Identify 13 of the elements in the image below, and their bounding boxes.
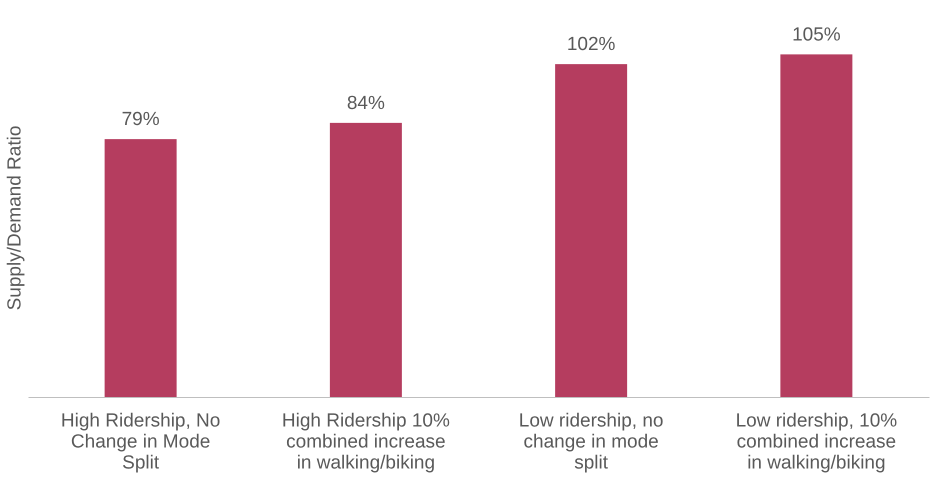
bar [104,139,177,397]
x-tick-label: Low ridership, no change in mode split [518,410,664,474]
data-label: 102% [566,34,616,56]
y-axis-title: Supply/Demand Ratio [4,126,26,310]
data-label: 105% [792,24,841,46]
x-tick-label: High Ridership 10% combined increase in walking/biking [282,410,450,474]
data-label: 84% [346,92,385,114]
bar [780,54,852,397]
data-label: 79% [122,109,160,130]
bar [555,64,628,397]
x-tick-label: Low ridership, 10% combined increase in walking/biking [736,410,898,474]
x-tick-label: High Ridership, No Change in Mode Split [60,410,220,474]
bar [330,122,402,397]
